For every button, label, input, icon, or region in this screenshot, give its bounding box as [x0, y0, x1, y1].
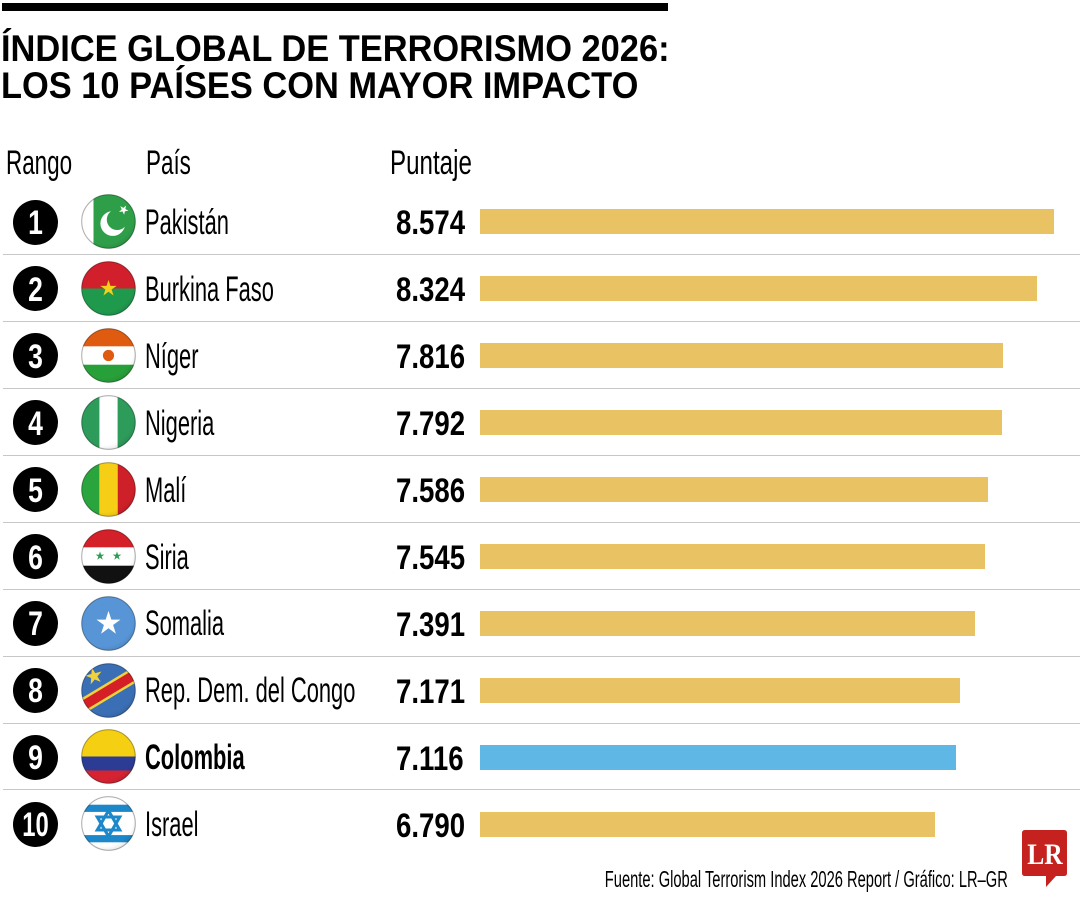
svg-text:LR: LR [1027, 838, 1063, 871]
